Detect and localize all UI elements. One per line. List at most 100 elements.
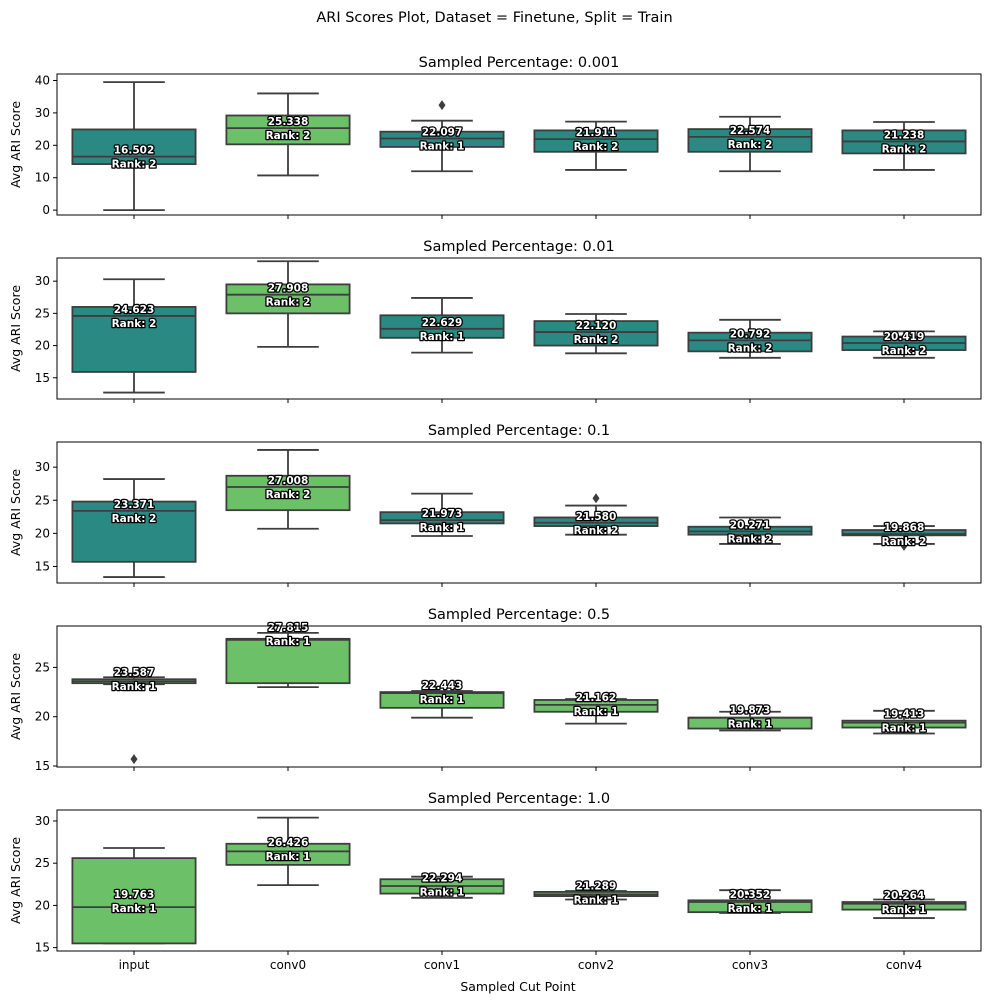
box-conv3: 22.574 Rank: 2 [687,115,813,173]
mean-label: 21.973 [422,508,463,520]
mean-label: 23.587 [114,667,155,679]
y-tick-label: 20 [35,898,50,912]
box-body [841,529,967,537]
box-conv1: 21.973 Rank: 1 [379,492,505,537]
y-axis-label: Avg ARI Score [8,653,23,740]
box-conv3: 20.352 Rank: 1 [687,888,813,916]
y-tick-label: 10 [35,171,50,185]
rank-label: Rank: 2 [112,513,157,525]
mean-label: 22.629 [422,317,463,329]
figure-title: ARI Scores Plot, Dataset = Finetune, Spl… [316,10,672,26]
y-tick-label: 25 [35,856,50,870]
box-conv0: 27.008 Rank: 2 [225,449,351,530]
rank-label: Rank: 2 [112,159,157,171]
box-conv0: 27.908 Rank: 2 [225,260,351,348]
rank-label: Rank: 2 [728,139,773,151]
mean-label: 26.426 [268,837,309,849]
box-body [533,129,659,153]
rank-label: Rank: 1 [728,719,773,731]
mean-label: 27.815 [268,622,309,634]
mean-label: 24.623 [114,304,155,316]
rank-label: Rank: 2 [574,525,619,537]
mean-label: 22.097 [422,127,463,139]
mean-label: 22.443 [422,680,463,692]
rank-label: Rank: 2 [728,342,773,354]
y-tick-label: 40 [35,73,50,87]
box-body [225,842,351,866]
panel-4: Sampled Percentage: 0.5 Avg ARI Score 15 20… [8,607,982,773]
box-body [687,128,813,153]
rank-label: Rank: 1 [266,851,311,863]
box-conv4: 21.238 Rank: 2 [841,121,967,171]
rank-label: Rank: 2 [574,334,619,346]
y-tick-label: 30 [35,460,50,474]
x-tick-label: conv2 [578,958,614,972]
y-tick-label: 25 [35,660,50,674]
y-tick-label: 20 [35,710,50,724]
panels: Sampled Percentage: 0.001 Avg ARI Score 0 1… [8,55,982,972]
box-conv3: 19.873 Rank: 1 [687,703,813,732]
rank-label: Rank: 1 [420,141,465,153]
rank-label: Rank: 1 [574,706,619,718]
panel-title: Sampled Percentage: 0.001 [419,55,620,71]
panel-title: Sampled Percentage: 0.5 [428,607,610,623]
box-conv3: 20.271 Rank: 2 [687,516,813,547]
mean-label: 22.120 [576,320,617,332]
box-conv4: 20.419 Rank: 2 [841,330,967,359]
mean-label: 16.502 [114,145,155,157]
outlier-point [900,540,908,551]
box-body [687,331,813,353]
y-axis-label: Avg ARI Score [8,285,23,372]
panel-3: Sampled Percentage: 0.1 Avg ARI Score 15 20… [8,423,982,587]
y-tick-label: 15 [35,759,50,773]
rank-label: Rank: 2 [112,318,157,330]
x-tick-label: conv4 [886,958,922,972]
y-tick-label: 25 [35,306,50,320]
mean-label: 23.371 [114,499,155,511]
outlier-point [130,754,138,765]
rank-label: Rank: 1 [420,886,465,898]
rank-label: Rank: 2 [266,297,311,309]
y-tick-label: 0 [42,203,50,217]
mean-label: 21.238 [884,129,925,141]
rank-label: Rank: 1 [882,904,927,916]
mean-label: 20.264 [884,890,925,902]
rank-label: Rank: 1 [420,331,465,343]
box-body [379,314,505,339]
box-body [225,114,351,146]
mean-label: 22.294 [422,872,463,884]
rank-label: Rank: 2 [882,143,927,155]
mean-label: 20.419 [884,331,925,343]
y-tick-label: 20 [35,526,50,540]
outlier-point [438,100,446,111]
box-conv2: 21.580 Rank: 2 [533,493,659,538]
box-input: 16.502 Rank: 2 [71,81,197,212]
rank-label: Rank: 1 [574,895,619,907]
panel-title: Sampled Percentage: 0.1 [428,423,610,439]
rank-label: Rank: 1 [728,903,773,915]
y-axis-label: Avg ARI Score [8,837,23,924]
x-axis-label: Sampled Cut Point [460,979,575,994]
box-conv1: 22.294 Rank: 1 [379,871,505,900]
box-body [841,719,967,729]
box-body [71,128,197,166]
box-body [379,691,505,709]
mean-label: 27.908 [268,283,309,295]
panel-1: Sampled Percentage: 0.001 Avg ARI Score 0 1… [8,55,982,219]
rank-label: Rank: 2 [728,533,773,545]
box-body [533,699,659,713]
y-axis-label: Avg ARI Score [8,101,23,188]
mean-label: 19.413 [884,709,925,721]
y-tick-label: 20 [35,339,50,353]
mean-label: 21.289 [576,881,617,893]
box-input: 19.763 Rank: 1 [71,847,197,945]
box-input: 23.371 Rank: 2 [71,478,197,578]
mean-label: 19.868 [884,522,925,534]
x-tick-label: input [119,958,150,972]
y-tick-label: 30 [35,814,50,828]
rank-label: Rank: 2 [882,345,927,357]
panel-2: Sampled Percentage: 0.01 Avg ARI Score 15 2… [8,239,982,403]
box-body [841,901,967,911]
mean-label: 20.352 [730,889,771,901]
